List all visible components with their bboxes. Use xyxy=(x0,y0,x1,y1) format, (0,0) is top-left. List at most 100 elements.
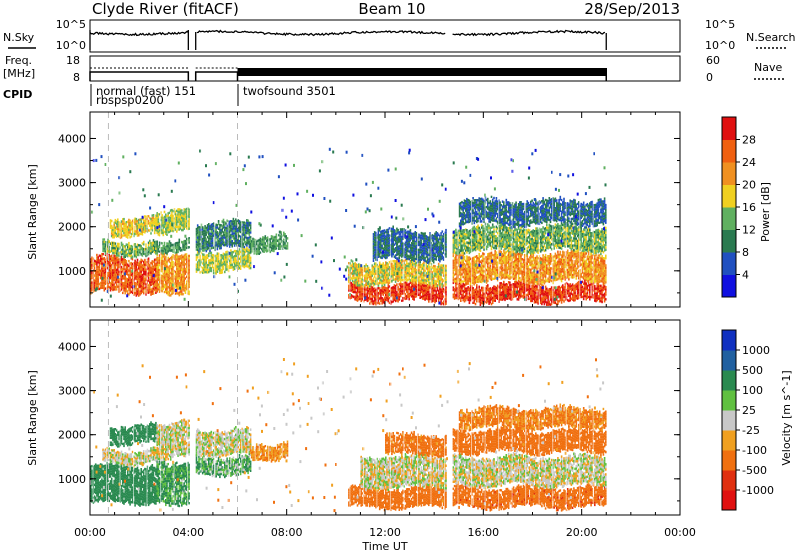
power-cell xyxy=(399,280,402,283)
power-cell xyxy=(232,232,235,235)
power-cell xyxy=(183,281,185,285)
power-cell xyxy=(489,289,492,292)
power-cell xyxy=(129,219,131,222)
power-cell xyxy=(225,266,227,269)
power-cell xyxy=(435,250,437,254)
power-cell xyxy=(388,253,391,257)
power-cell xyxy=(440,288,442,291)
power-cell xyxy=(382,298,385,301)
power-cell xyxy=(167,281,169,284)
power-cell xyxy=(440,271,442,274)
power-cell xyxy=(137,267,140,270)
power-cell xyxy=(440,293,442,296)
power-cell xyxy=(383,236,386,239)
power-cell xyxy=(171,258,173,261)
power-cell xyxy=(211,237,214,240)
power-cell xyxy=(115,245,118,248)
power-cell xyxy=(264,244,267,247)
power-cell xyxy=(428,246,430,249)
power-cell xyxy=(128,221,130,224)
power-cell xyxy=(166,275,168,278)
power-cell xyxy=(131,258,134,261)
power-cell xyxy=(436,254,439,258)
power-cell xyxy=(145,290,147,294)
power-cell xyxy=(398,245,401,248)
power-cell xyxy=(366,299,369,303)
power-cell xyxy=(224,226,226,229)
power-cell xyxy=(212,227,215,230)
power-cell xyxy=(440,255,442,258)
power-cell xyxy=(208,235,210,238)
power-cell xyxy=(153,231,156,235)
power-cell xyxy=(205,261,208,264)
power-cell xyxy=(144,261,146,264)
power-cell xyxy=(150,252,152,255)
power-cell xyxy=(460,299,462,302)
power-cell xyxy=(188,266,190,269)
power-cell xyxy=(410,270,413,273)
power-cell xyxy=(108,248,110,251)
power-cell xyxy=(387,235,390,238)
power-cell xyxy=(394,299,397,303)
power-cell xyxy=(199,235,201,239)
power-cell xyxy=(456,287,458,290)
power-cell xyxy=(117,220,119,223)
power-cell xyxy=(440,290,442,294)
power-cell xyxy=(401,292,403,295)
power-cell xyxy=(414,295,417,298)
power-cell xyxy=(195,265,198,269)
power-cell xyxy=(243,231,246,234)
power-cell xyxy=(137,251,140,254)
power-cell xyxy=(286,247,289,250)
power-cell xyxy=(253,245,256,248)
power-cell xyxy=(414,252,417,256)
power-cell xyxy=(392,288,394,291)
power-cell xyxy=(199,261,201,264)
power-cell xyxy=(249,259,252,262)
power-cell xyxy=(420,239,423,242)
power-cell xyxy=(217,257,220,261)
power-cell xyxy=(225,258,227,261)
freq-right-tick-top: 60 xyxy=(706,54,720,67)
power-cell xyxy=(358,284,360,287)
power-cell xyxy=(246,254,248,258)
power-cell xyxy=(156,290,158,293)
power-cell xyxy=(380,268,382,272)
power-cell xyxy=(129,279,131,282)
power-cell xyxy=(222,241,225,244)
power-cell xyxy=(348,271,350,274)
power-cell xyxy=(90,267,92,271)
power-cell xyxy=(152,280,155,283)
power-cell xyxy=(151,221,154,225)
power-cell xyxy=(181,278,183,281)
power-cell xyxy=(220,229,222,232)
power-cell xyxy=(382,277,385,280)
power-cell xyxy=(434,279,436,283)
power-cell xyxy=(491,299,494,302)
power-cell xyxy=(149,283,151,286)
power-cell xyxy=(413,262,415,266)
power-cell xyxy=(398,233,401,236)
power-cell xyxy=(210,261,213,265)
power-cell xyxy=(150,278,152,282)
power-cell xyxy=(152,247,155,250)
power-cell xyxy=(158,288,161,291)
power-cell xyxy=(520,287,522,291)
power-cell xyxy=(380,276,382,279)
power-cell xyxy=(130,232,133,236)
power-cell xyxy=(364,285,366,289)
power-cell xyxy=(169,249,172,252)
power-cell xyxy=(181,285,183,289)
power-cell xyxy=(184,248,187,251)
power-cell xyxy=(201,237,204,241)
power-cell xyxy=(130,273,133,277)
power-cell xyxy=(396,251,398,254)
power-cell xyxy=(370,290,372,293)
power-cell xyxy=(441,269,444,272)
power-cell xyxy=(176,246,178,249)
power-cell xyxy=(205,254,208,257)
power-cell xyxy=(103,257,106,260)
power-cell xyxy=(435,285,437,288)
power-cell xyxy=(90,289,92,293)
noise-sky-trace xyxy=(89,29,606,37)
